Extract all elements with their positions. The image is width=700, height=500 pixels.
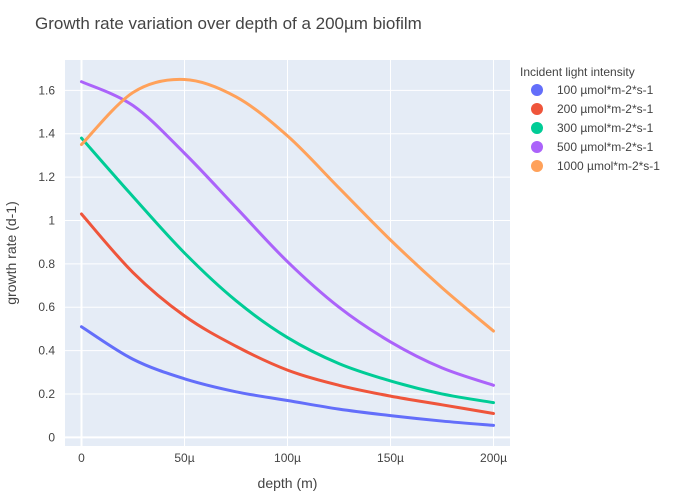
- legend-marker: [531, 103, 543, 115]
- x-axis-title: depth (m): [258, 475, 318, 491]
- y-tick-label: 0.4: [38, 344, 55, 358]
- x-tick-label: 200µ: [480, 451, 507, 465]
- legend-marker: [531, 122, 543, 134]
- y-tick-label: 0.2: [38, 387, 55, 401]
- legend-item-label: 500 µmol*m-2*s-1: [557, 140, 654, 154]
- grid-layer: [65, 60, 510, 446]
- legend-marker: [531, 160, 543, 172]
- y-tick-label: 1: [48, 213, 55, 227]
- x-tick-label: 150µ: [377, 451, 404, 465]
- x-tick-label: 0: [78, 451, 85, 465]
- legend-item-label: 100 µmol*m-2*s-1: [557, 83, 654, 97]
- series-line: [79, 325, 496, 427]
- y-tick-label: 1.2: [38, 170, 55, 184]
- y-axis-title: growth rate (d-1): [3, 201, 19, 304]
- series-line: [79, 77, 496, 333]
- y-tick-label: 0.8: [38, 257, 55, 271]
- x-tick-label: 100µ: [274, 451, 301, 465]
- series-line: [79, 212, 496, 415]
- legend-marker: [531, 141, 543, 153]
- axis-layer: 0 50µ 100µ 150µ 200µ 0 0.2 0.4 0.6 0.8 1 1.2 1.4 1.6: [38, 83, 507, 465]
- legend-item-label: 1000 µmol*m-2*s-1: [557, 159, 660, 173]
- y-tick-label: 0: [48, 430, 55, 444]
- x-tick-label: 50µ: [174, 451, 194, 465]
- y-tick-label: 0.6: [38, 300, 55, 314]
- chart-title: Growth rate variation over depth of a 20…: [35, 14, 422, 33]
- y-tick-label: 1.6: [38, 83, 55, 97]
- legend-title: Incident light intensity: [520, 65, 635, 79]
- series-line: [79, 136, 496, 405]
- series-layer: [79, 77, 496, 427]
- legend-item-label: 200 µmol*m-2*s-1: [557, 102, 654, 116]
- y-tick-label: 1.4: [38, 127, 55, 141]
- series-line: [79, 80, 496, 387]
- legend: Incident light intensity 100 µmol*m-2*s-…: [520, 65, 660, 173]
- legend-item-label: 300 µmol*m-2*s-1: [557, 121, 654, 135]
- legend-marker: [531, 84, 543, 96]
